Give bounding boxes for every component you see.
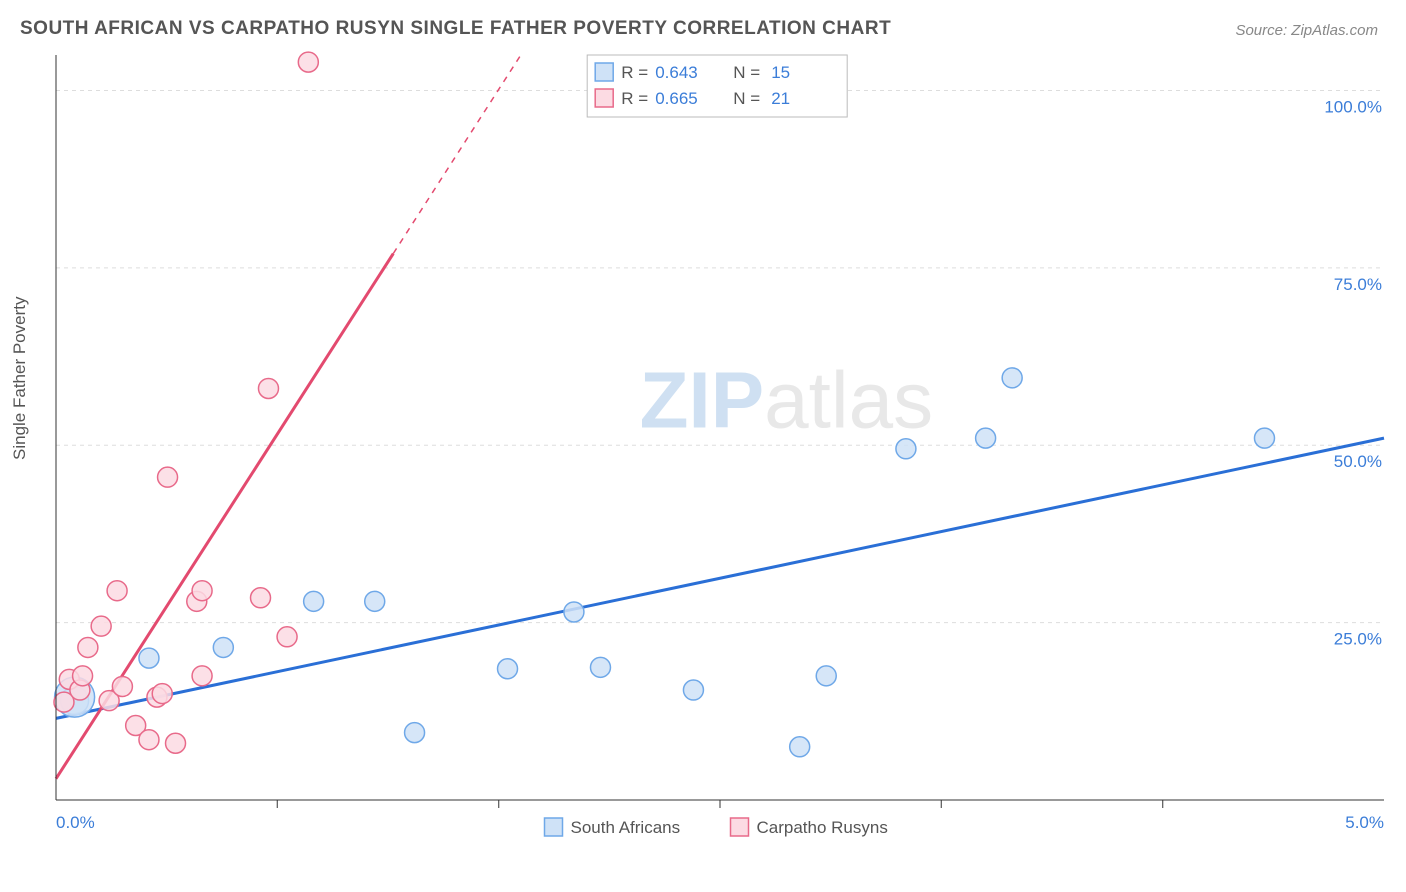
- corr-r-value: 0.665: [655, 89, 698, 108]
- scatter-chart: ZIPatlas 0.0% 5.0% 25.0% 50.0% 75.0% 100.0% R =…: [50, 50, 1390, 840]
- data-point-south_africans: [304, 591, 324, 611]
- corr-n-value: 15: [771, 63, 790, 82]
- trend-line-south_africans: [56, 438, 1384, 718]
- data-point-carpatho_rusyns: [258, 378, 278, 398]
- corr-r-label: R =: [621, 89, 648, 108]
- data-point-south_africans: [365, 591, 385, 611]
- legend-label: South Africans: [571, 818, 681, 837]
- data-point-south_africans: [816, 666, 836, 686]
- data-point-carpatho_rusyns: [251, 588, 271, 608]
- corr-n-label: N =: [733, 63, 760, 82]
- chart-source: Source: ZipAtlas.com: [1235, 22, 1378, 39]
- legend-label: Carpatho Rusyns: [757, 818, 888, 837]
- data-point-south_africans: [1254, 428, 1274, 448]
- legend-swatch: [595, 63, 613, 81]
- y-tick-label: 50.0%: [1334, 452, 1382, 471]
- data-point-carpatho_rusyns: [166, 733, 186, 753]
- data-point-carpatho_rusyns: [277, 627, 297, 647]
- data-point-carpatho_rusyns: [139, 730, 159, 750]
- legend-swatch: [731, 818, 749, 836]
- data-point-south_africans: [590, 657, 610, 677]
- data-point-south_africans: [213, 637, 233, 657]
- x-tick-label: 0.0%: [56, 813, 95, 832]
- data-point-south_africans: [976, 428, 996, 448]
- data-point-carpatho_rusyns: [192, 666, 212, 686]
- data-point-south_africans: [405, 723, 425, 743]
- data-point-south_africans: [790, 737, 810, 757]
- chart-title: SOUTH AFRICAN VS CARPATHO RUSYN SINGLE F…: [20, 18, 891, 40]
- data-point-south_africans: [1002, 368, 1022, 388]
- data-point-south_africans: [564, 602, 584, 622]
- trend-line-dashed-carpatho_rusyns: [393, 55, 520, 254]
- y-tick-label: 100.0%: [1324, 97, 1382, 116]
- data-point-carpatho_rusyns: [152, 684, 172, 704]
- data-point-carpatho_rusyns: [192, 581, 212, 601]
- corr-n-label: N =: [733, 89, 760, 108]
- x-tick-label: 5.0%: [1345, 813, 1384, 832]
- data-point-carpatho_rusyns: [91, 616, 111, 636]
- data-point-south_africans: [139, 648, 159, 668]
- data-point-carpatho_rusyns: [298, 52, 318, 72]
- legend-swatch: [595, 89, 613, 107]
- data-point-carpatho_rusyns: [112, 676, 132, 696]
- data-point-south_africans: [683, 680, 703, 700]
- watermark: ZIPatlas: [640, 356, 933, 445]
- corr-n-value: 21: [771, 89, 790, 108]
- data-point-carpatho_rusyns: [78, 637, 98, 657]
- data-point-carpatho_rusyns: [107, 581, 127, 601]
- data-point-carpatho_rusyns: [73, 666, 93, 686]
- y-tick-label: 25.0%: [1334, 630, 1382, 649]
- corr-r-label: R =: [621, 63, 648, 82]
- data-point-carpatho_rusyns: [158, 467, 178, 487]
- y-tick-label: 75.0%: [1334, 275, 1382, 294]
- data-point-south_africans: [498, 659, 518, 679]
- corr-r-value: 0.643: [655, 63, 698, 82]
- legend-swatch: [545, 818, 563, 836]
- y-axis-label: Single Father Poverty: [10, 297, 30, 460]
- data-point-south_africans: [896, 439, 916, 459]
